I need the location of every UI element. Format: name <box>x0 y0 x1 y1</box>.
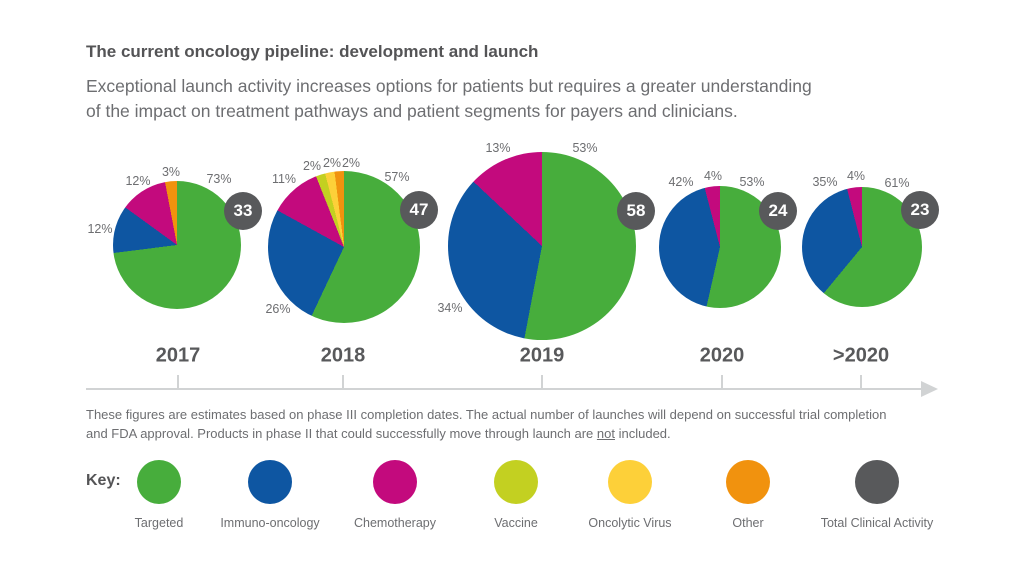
slice-label-2020-Immuno-oncology: 42% <box>668 175 694 189</box>
slice-label-2019-Targeted: 53% <box>572 141 598 155</box>
year-label->2020: >2020 <box>832 344 890 367</box>
slice-label-2019-Immuno-oncology: 34% <box>437 301 463 315</box>
timeline-tick-2018 <box>342 375 344 388</box>
total-clinical-activity-badge-2020: 24 <box>759 192 797 230</box>
timeline-tick->2020 <box>860 375 862 388</box>
slice-label-2018-Other: 2% <box>341 156 361 170</box>
year-label-2019: 2019 <box>519 344 565 367</box>
pie-2019 <box>448 152 636 340</box>
legend-swatch-immuno-oncology <box>248 460 292 504</box>
subtitle-line1: Exceptional launch activity increases op… <box>86 76 812 96</box>
pie-2017 <box>113 181 241 309</box>
total-clinical-activity-badge-2018: 47 <box>400 191 438 229</box>
slice-label-2018-Vaccine: 2% <box>302 159 322 173</box>
slice-label->2020-Immuno-oncology: 35% <box>812 175 838 189</box>
subtitle: Exceptional launch activity increases op… <box>86 74 812 124</box>
timeline-tick-2017 <box>177 375 179 388</box>
subtitle-line2: of the impact on treatment pathways and … <box>86 101 738 121</box>
slice-label-2018-Immuno-oncology: 26% <box>265 302 291 316</box>
legend-swatch-other <box>726 460 770 504</box>
slice-label-2017-Targeted: 73% <box>206 172 232 186</box>
timeline-tick-2020 <box>721 375 723 388</box>
footnote: These figures are estimates based on pha… <box>86 406 956 443</box>
footnote-underlined-word: not <box>596 425 615 441</box>
total-clinical-activity-badge-2017: 33 <box>224 192 262 230</box>
legend-label-vaccine: Vaccine <box>494 516 538 530</box>
legend-label-immuno-oncology: Immuno-oncology <box>220 516 320 530</box>
page-title: The current oncology pipeline: developme… <box>86 42 539 61</box>
footnote-line2-after: included. <box>614 425 671 441</box>
legend-label-chemotherapy: Chemotherapy <box>354 516 436 530</box>
slice-label-2020-Targeted: 53% <box>739 175 765 189</box>
slice-label->2020-Chemotherapy: 4% <box>846 169 866 183</box>
slice-label-2018-Targeted: 57% <box>384 170 410 184</box>
year-label-2020: 2020 <box>699 344 745 367</box>
slice-label-2017-Other: 3% <box>161 165 181 179</box>
footnote-line2-before: and FDA approval. Products in phase II t… <box>86 425 597 441</box>
slice-label-2017-Immuno-oncology: 12% <box>87 222 113 236</box>
total-clinical-activity-badge->2020: 23 <box>901 191 939 229</box>
key-label: Key: <box>86 472 121 489</box>
pie-2018 <box>268 171 420 323</box>
total-clinical-activity-badge-2019: 58 <box>617 192 655 230</box>
legend-label-oncolytic-virus: Oncolytic Virus <box>588 516 672 530</box>
timeline-axis-line <box>86 388 922 390</box>
legend-label-other: Other <box>732 516 764 530</box>
legend-swatch-oncolytic-virus <box>608 460 652 504</box>
slice-label->2020-Targeted: 61% <box>884 176 910 190</box>
slice-label-2018-Chemotherapy: 11% <box>271 172 297 186</box>
legend-swatch-targeted <box>137 460 181 504</box>
legend-swatch-total-clinical-activity <box>855 460 899 504</box>
slice-label-2018-Oncolytic Virus: 2% <box>322 156 342 170</box>
legend-label-targeted: Targeted <box>134 516 184 530</box>
year-label-2017: 2017 <box>155 344 201 367</box>
timeline-tick-2019 <box>541 375 543 388</box>
timeline-arrowhead-icon <box>921 381 938 397</box>
legend-swatch-chemotherapy <box>373 460 417 504</box>
footnote-line1: These figures are estimates based on pha… <box>86 407 887 422</box>
legend-swatch-vaccine <box>494 460 538 504</box>
legend-label-total-clinical-activity: Total Clinical Activity <box>820 516 934 530</box>
slice-label-2017-Chemotherapy: 12% <box>125 174 151 188</box>
slice-label-2020-Chemotherapy: 4% <box>703 169 723 183</box>
year-label-2018: 2018 <box>320 344 366 367</box>
slice-label-2019-Chemotherapy: 13% <box>485 141 511 155</box>
